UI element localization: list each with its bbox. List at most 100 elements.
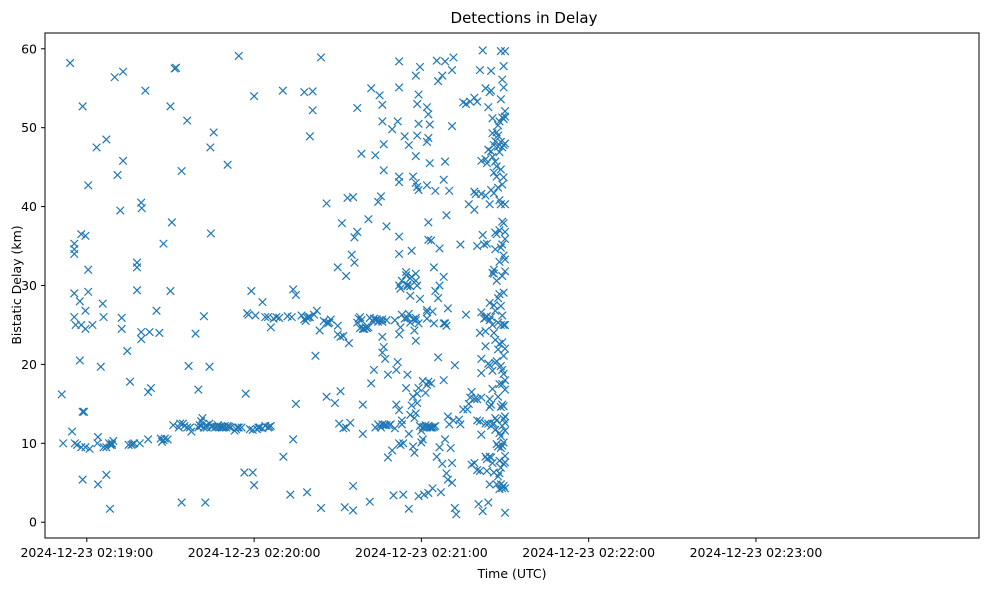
- data-point-marker: [344, 338, 354, 348]
- data-point-marker: [440, 319, 450, 328]
- data-point-marker: [163, 435, 172, 444]
- data-point-marker: [428, 484, 437, 493]
- data-point-marker: [353, 103, 362, 113]
- y-tick-label: 60: [21, 41, 37, 56]
- data-point-marker: [447, 458, 457, 468]
- data-point-marker: [493, 183, 503, 192]
- data-point-marker: [312, 306, 322, 315]
- data-point-marker: [249, 480, 259, 490]
- x-tick-label: 2024-12-23 02:21:00: [355, 545, 488, 560]
- data-point-marker: [454, 415, 464, 424]
- data-point-marker: [496, 463, 506, 472]
- data-point-marker: [177, 166, 186, 176]
- data-point-marker: [461, 99, 471, 109]
- data-point-marker: [279, 452, 288, 461]
- data-point-marker: [496, 402, 506, 412]
- data-point-marker: [141, 86, 150, 95]
- y-axis-ticks: 0 10 20 30 40 50 60: [21, 41, 45, 530]
- data-point-marker: [456, 240, 465, 249]
- data-point-marker: [371, 151, 380, 160]
- data-point-marker: [182, 116, 192, 125]
- data-point-marker: [485, 360, 494, 370]
- data-point-marker: [447, 478, 457, 487]
- data-point-marker: [486, 453, 496, 462]
- data-point-marker: [206, 143, 215, 152]
- data-point-marker: [498, 240, 507, 249]
- data-point-marker: [489, 188, 499, 198]
- data-point-marker: [394, 249, 404, 259]
- data-point-marker: [500, 451, 510, 461]
- data-point-marker: [435, 244, 444, 253]
- data-point-marker: [431, 186, 440, 196]
- data-point-marker: [397, 416, 407, 425]
- data-point-marker: [443, 304, 453, 313]
- x-tick-label: 2024-12-23 02:20:00: [188, 545, 321, 560]
- data-point-marker: [366, 84, 376, 93]
- data-point-marker: [316, 503, 326, 513]
- data-point-marker: [412, 389, 422, 398]
- data-point-marker: [302, 488, 312, 497]
- data-point-marker: [500, 508, 510, 517]
- data-point-marker: [102, 135, 111, 144]
- data-point-marker: [78, 407, 87, 416]
- data-point-marker: [482, 466, 492, 476]
- data-point-marker: [467, 387, 476, 397]
- data-point-marker: [308, 87, 317, 96]
- data-point-marker: [109, 436, 118, 446]
- data-point-marker: [99, 443, 108, 452]
- data-point-marker: [470, 394, 479, 404]
- data-point-marker: [72, 440, 82, 450]
- data-point-marker: [498, 271, 507, 281]
- data-point-marker: [81, 231, 90, 241]
- data-point-marker: [493, 392, 503, 401]
- data-point-marker: [369, 365, 379, 375]
- data-point-marker: [373, 197, 383, 207]
- data-point-marker: [118, 67, 128, 76]
- data-point-marker: [78, 475, 87, 484]
- data-point-marker: [474, 499, 483, 509]
- data-point-marker: [486, 86, 496, 95]
- data-point-marker: [492, 162, 501, 171]
- data-point-marker: [396, 323, 405, 332]
- data-point-marker: [272, 312, 281, 322]
- data-point-marker: [159, 239, 168, 248]
- chart-title: Detections in Delay: [451, 9, 598, 27]
- data-point-marker: [438, 459, 447, 469]
- data-point-marker: [418, 435, 428, 444]
- data-point-marker: [496, 46, 506, 56]
- data-point-marker: [184, 361, 193, 371]
- data-point-marker: [376, 192, 386, 201]
- data-point-marker: [241, 389, 250, 398]
- data-point-marker: [75, 297, 85, 306]
- data-point-marker: [233, 423, 242, 432]
- data-point-marker: [333, 263, 342, 272]
- data-point-marker: [488, 113, 497, 123]
- data-point-marker: [396, 284, 405, 293]
- data-point-marker: [499, 218, 508, 228]
- data-point-marker: [499, 402, 508, 411]
- data-point-marker: [266, 323, 276, 332]
- data-point-marker: [223, 160, 232, 169]
- data-point-marker: [383, 453, 393, 462]
- data-point-marker: [489, 328, 499, 338]
- data-point-marker: [414, 319, 423, 328]
- data-point-marker: [322, 392, 331, 401]
- data-point-marker: [440, 157, 450, 166]
- data-point-marker: [387, 446, 397, 455]
- data-point-marker: [390, 424, 400, 433]
- data-point-marker: [397, 310, 407, 319]
- data-point-marker: [475, 328, 485, 338]
- data-point-marker: [475, 65, 485, 75]
- data-point-marker: [492, 172, 501, 181]
- data-point-marker: [234, 423, 243, 432]
- data-point-marker: [287, 312, 296, 322]
- data-point-marker: [326, 315, 336, 324]
- data-point-marker: [305, 132, 315, 141]
- data-point-marker: [403, 370, 412, 379]
- data-point-marker: [394, 177, 404, 187]
- data-point-marker: [452, 510, 461, 519]
- data-point-marker: [379, 140, 388, 149]
- data-point-marker: [498, 379, 507, 389]
